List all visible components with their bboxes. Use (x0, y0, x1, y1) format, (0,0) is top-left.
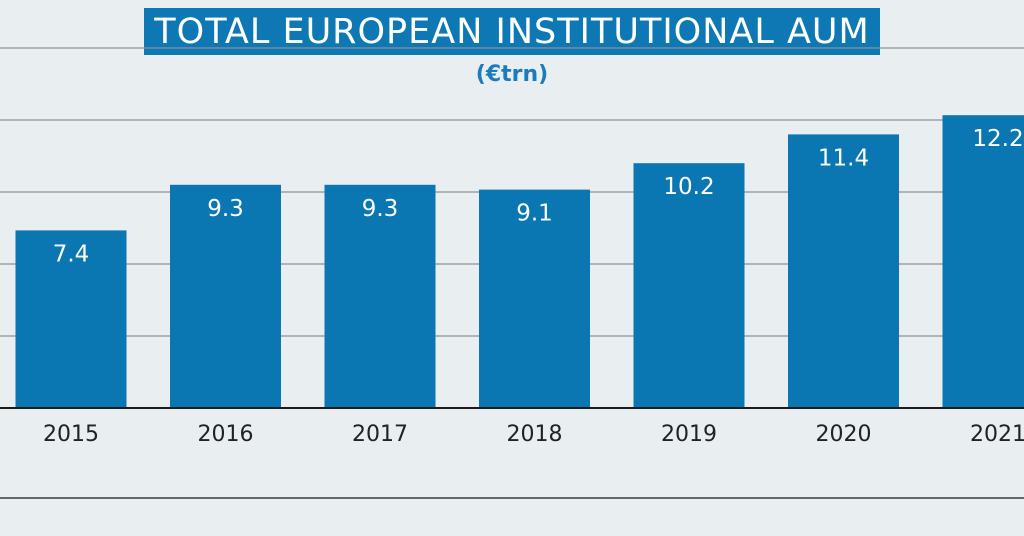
x-tick-label: 2016 (198, 422, 254, 447)
x-tick-label: 2019 (661, 422, 717, 447)
x-tick-label: 2020 (816, 422, 872, 447)
chart-title-wrap: TOTAL EUROPEAN INSTITUTIONAL AUM (0, 8, 1024, 55)
chart-subtitle: (€trn) (475, 62, 549, 87)
bar-value-label: 12.2 (972, 126, 1023, 152)
bar-value-label: 9.3 (362, 196, 399, 222)
x-tick-label: 2015 (43, 422, 99, 447)
x-tick-label: 2018 (507, 422, 563, 447)
bar (788, 134, 899, 408)
x-tick-label: 2021 (970, 422, 1024, 447)
bar-value-label: 11.4 (818, 145, 869, 171)
bar (15, 230, 127, 408)
x-tick-label: 2017 (352, 422, 408, 447)
bar (942, 115, 1024, 408)
bar-value-label: 7.4 (53, 241, 90, 267)
bar-value-label: 9.3 (207, 196, 244, 222)
chart-title: TOTAL EUROPEAN INSTITUTIONAL AUM (144, 8, 880, 55)
bar (324, 184, 436, 408)
bar (170, 184, 281, 408)
bar (479, 189, 590, 408)
bar-value-label: 9.1 (516, 201, 553, 227)
bar (633, 163, 745, 408)
bar-value-label: 10.2 (663, 174, 714, 200)
